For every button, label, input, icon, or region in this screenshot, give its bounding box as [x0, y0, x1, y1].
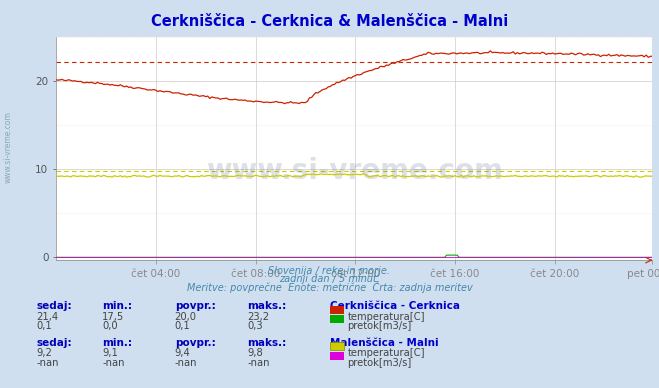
Text: sedaj:: sedaj: [36, 338, 72, 348]
Text: -nan: -nan [102, 358, 125, 368]
Text: 0,0: 0,0 [102, 321, 118, 331]
Text: pretok[m3/s]: pretok[m3/s] [347, 358, 411, 368]
Text: povpr.:: povpr.: [175, 301, 215, 311]
Text: www.si-vreme.com: www.si-vreme.com [206, 157, 503, 185]
Text: povpr.:: povpr.: [175, 338, 215, 348]
Text: -nan: -nan [36, 358, 59, 368]
Text: maks.:: maks.: [247, 338, 287, 348]
Text: 0,1: 0,1 [36, 321, 52, 331]
Text: temperatura[C]: temperatura[C] [347, 312, 425, 322]
Text: 20,0: 20,0 [175, 312, 196, 322]
Text: pretok[m3/s]: pretok[m3/s] [347, 321, 411, 331]
Text: 17,5: 17,5 [102, 312, 125, 322]
Text: temperatura[C]: temperatura[C] [347, 348, 425, 358]
Text: 0,3: 0,3 [247, 321, 263, 331]
Text: 9,4: 9,4 [175, 348, 190, 358]
Text: Cerkniščica - Cerknica: Cerkniščica - Cerknica [330, 301, 459, 311]
Text: -nan: -nan [175, 358, 197, 368]
Text: zadnji dan / 5 minut.: zadnji dan / 5 minut. [279, 274, 380, 284]
Text: -nan: -nan [247, 358, 270, 368]
Text: Cerkniščica - Cerknica & Malenščica - Malni: Cerkniščica - Cerknica & Malenščica - Ma… [151, 14, 508, 29]
Text: 9,2: 9,2 [36, 348, 52, 358]
Text: 9,1: 9,1 [102, 348, 118, 358]
Text: maks.:: maks.: [247, 301, 287, 311]
Text: Meritve: povprečne  Enote: metrične  Črta: zadnja meritev: Meritve: povprečne Enote: metrične Črta:… [186, 281, 473, 293]
Text: 9,8: 9,8 [247, 348, 263, 358]
Text: min.:: min.: [102, 301, 132, 311]
Text: Malenščica - Malni: Malenščica - Malni [330, 338, 438, 348]
Text: www.si-vreme.com: www.si-vreme.com [3, 111, 13, 184]
Text: sedaj:: sedaj: [36, 301, 72, 311]
Text: 21,4: 21,4 [36, 312, 59, 322]
Text: 23,2: 23,2 [247, 312, 270, 322]
Text: min.:: min.: [102, 338, 132, 348]
Text: Slovenija / reke in morje.: Slovenija / reke in morje. [268, 266, 391, 276]
Text: 0,1: 0,1 [175, 321, 190, 331]
